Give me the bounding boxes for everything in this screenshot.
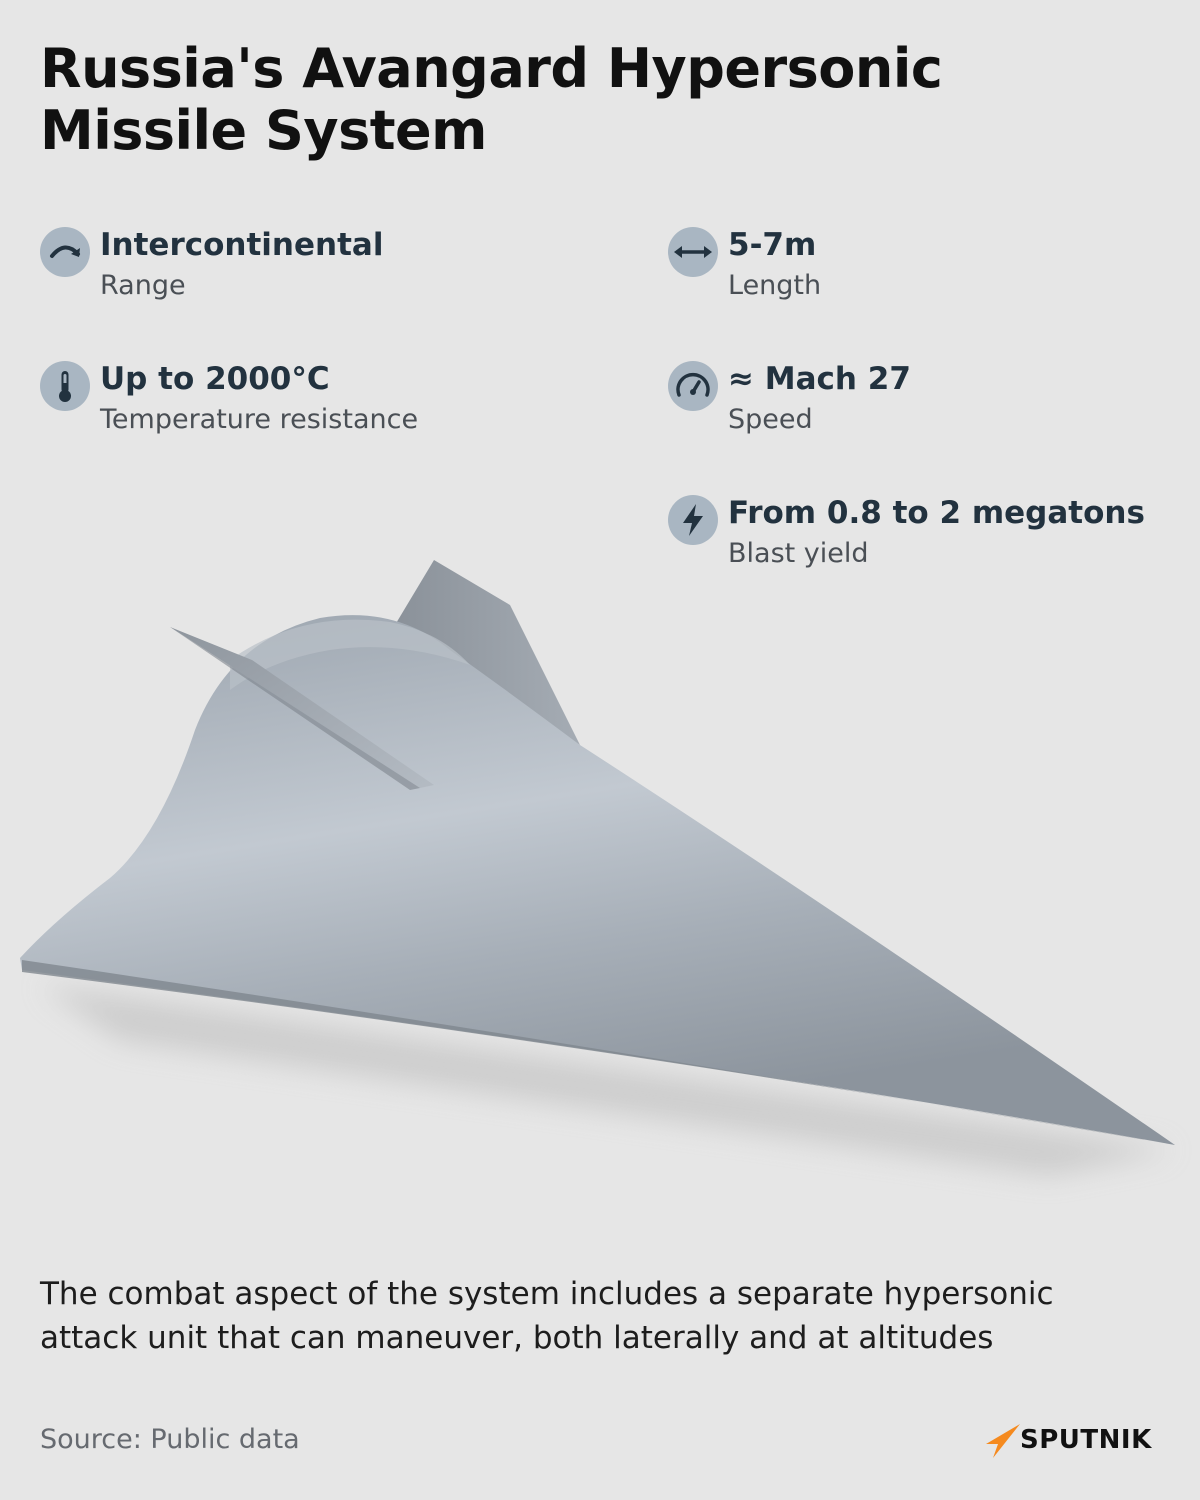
stat-length: 5-7m Length xyxy=(668,227,1188,317)
stat-value: ≈ Mach 27 xyxy=(728,361,911,397)
page-title: Russia's Avangard Hypersonic Missile Sys… xyxy=(40,37,943,162)
stat-speed: ≈ Mach 27 Speed xyxy=(668,361,1188,451)
lightning-icon xyxy=(668,495,718,545)
stat-value: Intercontinental xyxy=(100,227,384,263)
thermometer-icon xyxy=(40,361,90,411)
stat-value: From 0.8 to 2 megatons xyxy=(728,495,1145,531)
stat-label: Range xyxy=(100,270,186,301)
double-arrow-icon xyxy=(668,227,718,277)
stat-label: Length xyxy=(728,270,822,301)
sputnik-logo-icon xyxy=(986,1424,1020,1458)
stat-value: 5-7m xyxy=(728,227,817,263)
brand-logo: SPUTNIK xyxy=(984,1420,1184,1460)
stat-label: Blast yield xyxy=(728,538,869,569)
speedometer-icon xyxy=(668,361,718,411)
brand-name: SPUTNIK xyxy=(1020,1425,1152,1455)
missile-illustration xyxy=(20,560,1175,1175)
stat-label: Temperature resistance xyxy=(100,404,419,435)
source-note: Source: Public data xyxy=(40,1424,300,1455)
arc-arrow-icon xyxy=(40,227,90,277)
stat-value: Up to 2000°C xyxy=(100,361,330,397)
stat-blast-yield: From 0.8 to 2 megatons Blast yield xyxy=(668,495,1188,585)
stat-range: Intercontinental Range xyxy=(40,227,600,317)
stat-temperature: Up to 2000°C Temperature resistance xyxy=(40,361,600,451)
description-text: The combat aspect of the system includes… xyxy=(40,1276,1054,1356)
stat-label: Speed xyxy=(728,404,813,435)
